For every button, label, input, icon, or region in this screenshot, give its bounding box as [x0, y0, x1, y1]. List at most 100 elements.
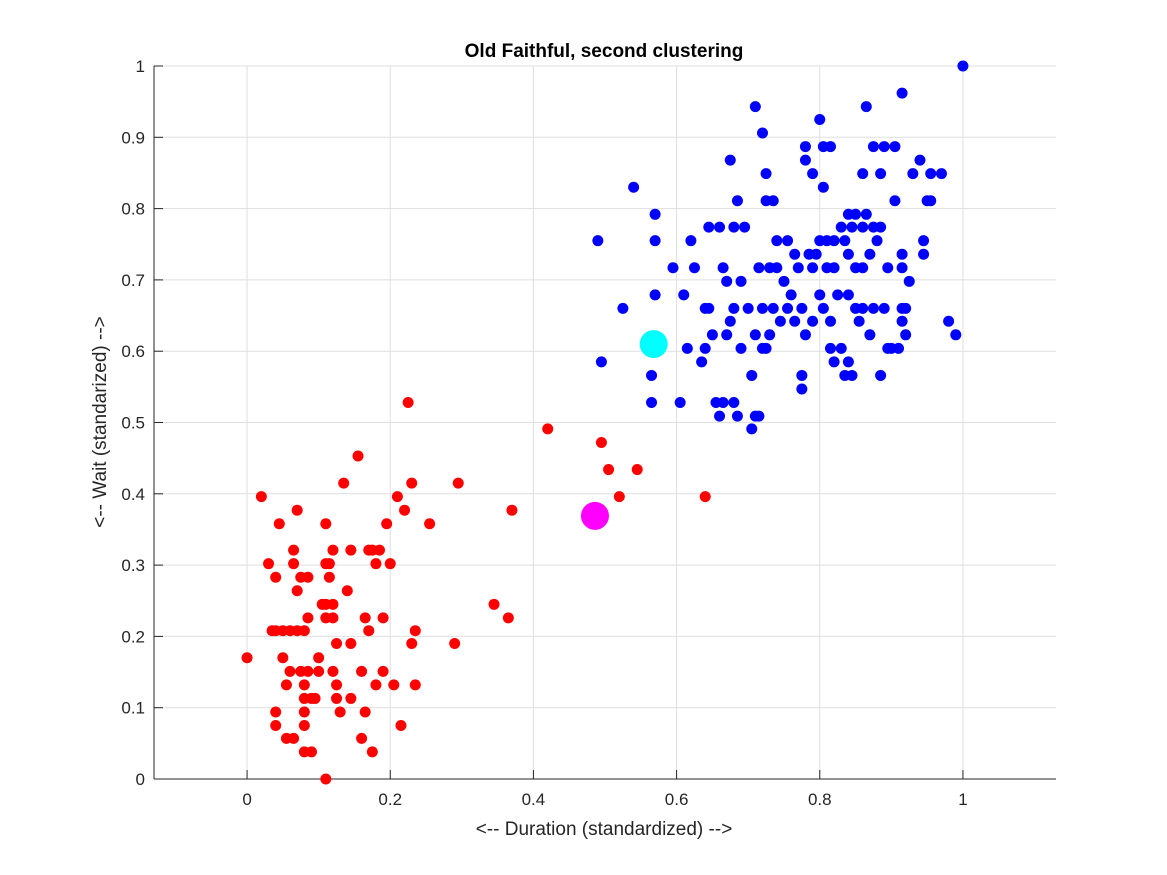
data-point-blue	[674, 397, 686, 409]
data-point-blue	[789, 248, 801, 260]
y-axis-ticks: 0 0.1 0.2 0.3 0.4 0.5 0.6 0.7 0.8 0.9 1	[121, 57, 163, 789]
data-point-red	[366, 746, 378, 758]
data-point-red	[331, 638, 343, 650]
data-point-red	[359, 706, 371, 718]
centroid-magenta	[580, 501, 609, 530]
data-point-blue	[846, 369, 858, 381]
data-point-blue	[850, 208, 862, 220]
data-point-blue	[760, 168, 772, 180]
data-point-red	[288, 544, 300, 556]
data-point-blue	[724, 154, 736, 166]
data-point-red	[320, 518, 332, 530]
data-point-red	[338, 477, 350, 489]
data-points	[241, 60, 969, 785]
data-point-blue	[900, 302, 912, 314]
data-point-blue	[681, 342, 693, 354]
data-point-blue	[717, 397, 729, 409]
data-point-red	[699, 491, 711, 503]
data-point-red	[402, 397, 414, 409]
data-point-blue	[903, 275, 915, 287]
x-tick-label: 0	[242, 790, 251, 809]
data-point-red	[327, 612, 339, 624]
data-point-blue	[835, 342, 847, 354]
data-point-blue	[943, 315, 955, 327]
y-tick-label: 0.7	[121, 271, 145, 290]
data-point-red	[331, 679, 343, 691]
data-point-red	[298, 720, 310, 732]
centroid-cyan	[639, 330, 668, 359]
data-point-red	[370, 679, 382, 691]
data-point-blue	[828, 235, 840, 247]
data-point-blue	[742, 302, 754, 314]
data-point-blue	[646, 369, 658, 381]
data-point-blue	[950, 329, 962, 341]
data-point-red	[291, 585, 303, 597]
data-point-red	[631, 464, 643, 476]
y-tick-label: 1	[136, 57, 145, 76]
data-point-blue	[889, 141, 901, 153]
data-point-red	[331, 692, 343, 704]
data-point-blue	[799, 141, 811, 153]
data-point-blue	[771, 262, 783, 274]
data-point-red	[452, 477, 464, 489]
data-point-blue	[807, 168, 819, 180]
data-point-blue	[860, 101, 872, 113]
data-point-blue	[785, 289, 797, 301]
data-point-red	[363, 625, 375, 637]
data-point-blue	[864, 248, 876, 260]
data-point-red	[374, 544, 385, 556]
data-point-blue	[699, 342, 711, 354]
y-axis-label: <-- Wait (standarized) -->	[90, 316, 111, 528]
data-point-red	[241, 652, 253, 664]
data-point-blue	[860, 208, 872, 220]
data-point-blue	[617, 302, 629, 314]
data-point-red	[377, 665, 389, 677]
data-point-blue	[731, 410, 743, 422]
data-point-blue	[778, 275, 790, 287]
data-point-red	[291, 504, 303, 516]
data-point-blue	[875, 369, 887, 381]
data-point-blue	[728, 221, 740, 233]
y-tick-label: 0	[136, 770, 145, 789]
data-point-blue	[760, 342, 772, 354]
data-point-red	[345, 544, 357, 556]
data-point-blue	[739, 221, 751, 233]
data-point-blue	[957, 60, 969, 72]
data-point-blue	[857, 302, 869, 314]
data-point-blue	[753, 262, 765, 274]
data-point-blue	[889, 195, 901, 207]
data-point-red	[613, 491, 625, 503]
data-point-blue	[756, 302, 768, 314]
data-point-blue	[896, 87, 908, 99]
data-point-blue	[714, 221, 726, 233]
data-point-red	[595, 436, 607, 448]
data-point-red	[309, 692, 321, 704]
data-point-red	[356, 732, 368, 744]
y-tick-label: 0.8	[121, 200, 145, 219]
data-point-red	[409, 625, 421, 637]
data-point-blue	[839, 235, 851, 247]
data-point-blue	[828, 262, 840, 274]
data-point-blue	[771, 235, 783, 247]
data-point-blue	[753, 410, 765, 422]
chart-title: Old Faithful, second clustering	[465, 41, 744, 62]
data-point-red	[406, 477, 418, 489]
data-point-blue	[842, 248, 854, 260]
data-point-red	[542, 423, 554, 435]
data-point-blue	[714, 410, 726, 422]
data-point-red	[298, 706, 310, 718]
data-point-blue	[746, 423, 758, 435]
data-point-blue	[807, 315, 819, 327]
data-point-red	[502, 612, 514, 624]
data-point-blue	[825, 315, 836, 327]
data-point-blue	[900, 329, 912, 341]
data-point-red	[302, 665, 314, 677]
data-point-blue	[764, 329, 776, 341]
data-point-red	[377, 612, 389, 624]
data-point-red	[270, 720, 282, 732]
data-point-red	[313, 665, 325, 677]
data-point-red	[277, 652, 289, 664]
y-tick-label: 0.3	[121, 556, 145, 575]
